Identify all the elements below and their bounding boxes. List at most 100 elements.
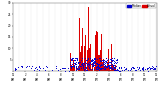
Point xyxy=(99,59,102,61)
Point xyxy=(103,68,106,70)
Point xyxy=(26,66,29,67)
Point xyxy=(109,68,112,69)
Point xyxy=(44,69,46,70)
Point xyxy=(113,60,116,61)
Point xyxy=(82,68,85,69)
Point xyxy=(141,67,144,69)
Point xyxy=(108,68,110,69)
Point xyxy=(142,68,144,70)
Point xyxy=(112,64,115,66)
Point xyxy=(88,64,90,66)
Point xyxy=(73,66,76,68)
Point xyxy=(96,67,99,69)
Point xyxy=(105,67,107,68)
Point xyxy=(64,68,67,69)
Point xyxy=(107,63,109,64)
Point xyxy=(108,59,111,60)
Point xyxy=(89,60,92,61)
Point xyxy=(74,60,76,61)
Point xyxy=(111,63,114,65)
Point xyxy=(114,70,116,71)
Point xyxy=(84,64,86,66)
Point xyxy=(114,60,117,61)
Point xyxy=(38,67,41,68)
Point xyxy=(55,66,58,67)
Point xyxy=(112,63,115,64)
Point xyxy=(69,62,72,63)
Point xyxy=(124,68,126,70)
Point xyxy=(80,63,83,65)
Point xyxy=(123,70,125,71)
Point xyxy=(16,66,19,68)
Point xyxy=(88,57,91,59)
Point xyxy=(92,64,94,66)
Point xyxy=(93,57,95,59)
Point xyxy=(77,61,80,62)
Point xyxy=(73,63,76,64)
Point xyxy=(31,66,33,67)
Point xyxy=(116,68,118,69)
Point xyxy=(77,66,79,67)
Point xyxy=(86,59,88,60)
Point xyxy=(115,62,118,63)
Point xyxy=(90,60,92,61)
Point xyxy=(109,62,111,63)
Point xyxy=(59,69,62,70)
Point xyxy=(93,62,96,64)
Point xyxy=(125,68,127,69)
Point xyxy=(76,59,79,61)
Point xyxy=(96,68,98,70)
Point xyxy=(38,66,40,67)
Point xyxy=(108,64,111,66)
Point xyxy=(112,68,114,70)
Point xyxy=(67,67,69,69)
Point xyxy=(91,63,93,65)
Point xyxy=(92,62,94,64)
Point xyxy=(93,65,96,66)
Point xyxy=(120,67,123,68)
Point xyxy=(86,63,89,65)
Point xyxy=(92,61,95,63)
Point xyxy=(110,62,112,63)
Point xyxy=(110,60,112,61)
Point xyxy=(103,66,106,67)
Point xyxy=(134,70,137,71)
Point xyxy=(70,59,73,60)
Point xyxy=(96,66,99,68)
Point xyxy=(110,58,113,60)
Point xyxy=(104,61,106,62)
Point xyxy=(77,68,80,69)
Point xyxy=(105,57,108,59)
Point xyxy=(94,64,96,66)
Point xyxy=(86,59,89,60)
Point xyxy=(130,67,133,68)
Point xyxy=(84,61,86,63)
Point xyxy=(111,61,113,62)
Point xyxy=(106,66,108,67)
Point xyxy=(131,67,133,68)
Point xyxy=(111,59,113,60)
Point xyxy=(95,58,98,60)
Point xyxy=(116,59,119,61)
Point xyxy=(82,69,85,71)
Point xyxy=(146,68,148,69)
Point xyxy=(88,61,90,63)
Point xyxy=(77,62,79,63)
Point xyxy=(77,68,80,69)
Point xyxy=(108,65,111,66)
Point xyxy=(104,68,107,69)
Point xyxy=(80,68,82,69)
Point xyxy=(75,65,78,66)
Point xyxy=(51,69,54,71)
Point xyxy=(95,62,98,63)
Point xyxy=(93,61,96,63)
Point xyxy=(113,57,115,59)
Point xyxy=(81,65,84,67)
Point xyxy=(70,68,73,69)
Point xyxy=(92,61,94,63)
Point xyxy=(115,69,118,70)
Point xyxy=(149,68,152,69)
Point xyxy=(69,63,71,65)
Point xyxy=(82,65,84,66)
Point xyxy=(81,63,84,65)
